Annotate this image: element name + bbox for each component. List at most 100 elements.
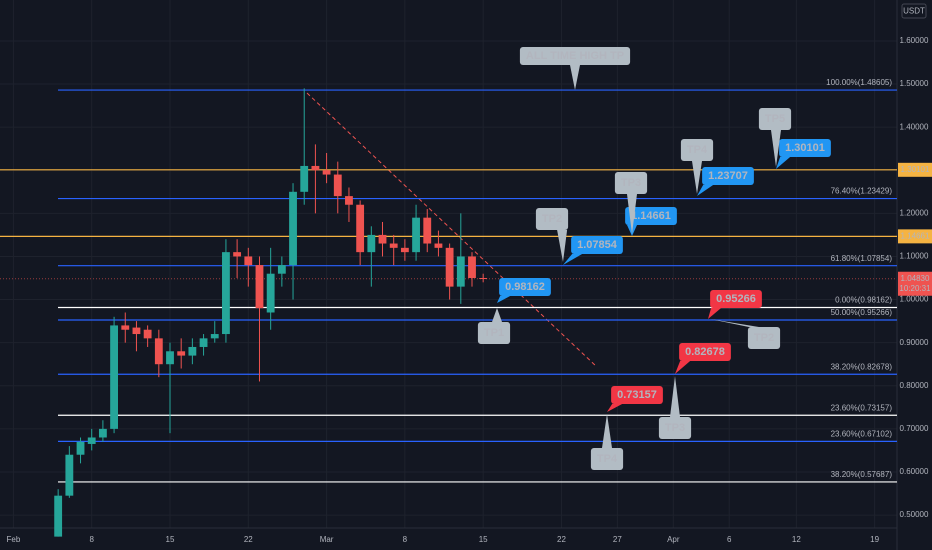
callout-text: TP4: [687, 144, 708, 156]
y-tick-label: 0.80000: [900, 381, 929, 390]
callout: TP4: [680, 139, 714, 194]
callout: TP1: [477, 308, 511, 344]
candle-body: [412, 217, 420, 253]
x-tick-label: 12: [792, 535, 801, 544]
candle-body: [143, 329, 152, 339]
candle-body: [87, 437, 96, 444]
callout-box: [519, 47, 631, 65]
price-tag-label: 1.30101: [901, 165, 930, 174]
y-tick-label: 1.40000: [900, 122, 929, 131]
callout: 0.82678: [675, 343, 731, 374]
callout-pointer: [697, 185, 714, 196]
candle-body: [132, 327, 141, 335]
candle-body: [121, 325, 130, 330]
x-tick-label: Apr: [667, 535, 680, 544]
candle-body: [54, 495, 63, 537]
callout-pointer: [710, 319, 759, 327]
x-tick-label: 15: [166, 535, 175, 544]
callout-pointer: [557, 230, 568, 262]
callout-pointer: [492, 308, 502, 322]
candle-body: [445, 247, 454, 287]
callout: TP4: [590, 414, 624, 470]
callout-text: 0.95266: [716, 293, 756, 305]
candle-body: [244, 256, 253, 266]
callout-text: TP2: [542, 213, 562, 225]
level-label: 61.80%(1.07854): [831, 254, 893, 263]
candle-body: [210, 334, 219, 339]
callout: TP3: [658, 376, 692, 439]
x-tick-label: 8: [89, 535, 94, 544]
callout-text: ALL TIME HIGH TP: [526, 50, 624, 62]
candle-body: [389, 243, 398, 248]
callout-pointer: [771, 130, 781, 167]
callout-pointer: [776, 157, 791, 169]
x-tick-label: 22: [244, 535, 253, 544]
callout-box: [679, 343, 731, 361]
callout: 1.07854: [563, 236, 623, 265]
callout: 0.73157: [607, 386, 663, 412]
candle-body: [177, 351, 186, 356]
candle-body: [65, 454, 74, 496]
callout-text: 1.30101: [785, 142, 825, 154]
level-label: 23.60%(0.73157): [831, 403, 893, 412]
candle-body: [222, 252, 230, 335]
candle-body: [434, 243, 443, 248]
callout: TP5: [758, 108, 792, 167]
callout: TP2: [710, 319, 781, 349]
callout: TP2: [535, 208, 569, 262]
callout-text: TP1: [484, 327, 504, 339]
callout-pointer: [570, 65, 580, 90]
y-tick-label: 0.50000: [900, 510, 929, 519]
candle-body: [423, 217, 432, 244]
callout-box: [535, 208, 569, 230]
x-tick-label: 22: [557, 535, 566, 544]
candle-body: [110, 325, 118, 429]
x-tick-label: 8: [403, 535, 408, 544]
candle-body: [345, 196, 353, 205]
callout-pointer: [607, 404, 623, 412]
price-tag-label: 1.14661: [901, 231, 930, 240]
level-label: 50.00%(0.95266): [831, 308, 893, 317]
callout: 1.30101: [776, 139, 831, 169]
price-tag: [898, 229, 932, 244]
candle-body: [154, 338, 163, 365]
level-label: 23.60%(0.67102): [831, 429, 893, 438]
callout: 0.95266: [708, 290, 762, 319]
y-tick-label: 0.90000: [900, 338, 929, 347]
candle-body: [300, 165, 309, 192]
callout-box: [702, 167, 754, 185]
callout: TP3: [614, 172, 648, 234]
callout-box: [571, 236, 623, 254]
candle-body: [233, 252, 242, 257]
x-tick-label: 27: [613, 535, 622, 544]
x-tick-label: 6: [727, 535, 732, 544]
candle-body: [199, 338, 208, 347]
candle-body: [311, 165, 320, 171]
callout: ALL TIME HIGH TP: [519, 47, 631, 90]
callout-box: [611, 386, 663, 404]
callout-text: TP3: [665, 422, 685, 434]
callout: 1.23707: [697, 167, 754, 196]
y-tick-label: 1.20000: [900, 208, 929, 217]
callout-pointer: [675, 361, 691, 374]
last-price-tag: [898, 271, 932, 296]
candle-body: [356, 204, 365, 253]
callout: 0.98162: [497, 278, 551, 303]
callout-pointer: [708, 308, 722, 319]
level-label: 100.00%(1.48605): [826, 78, 892, 87]
callout-text: 0.82678: [685, 346, 725, 358]
callout-pointer: [670, 376, 680, 417]
candle-body: [400, 247, 409, 253]
callout-pointer: [563, 254, 583, 265]
y-tick-label: 1.00000: [900, 295, 929, 304]
candle-body: [289, 191, 297, 266]
candle-body: [322, 170, 331, 175]
callout-box: [477, 322, 511, 344]
callout-text: 1.07854: [577, 239, 618, 251]
callout-pointer: [627, 194, 637, 234]
level-label: 0.00%(0.98162): [835, 296, 892, 305]
callout-pointer: [497, 296, 511, 303]
x-tick-label: Feb: [7, 535, 21, 544]
